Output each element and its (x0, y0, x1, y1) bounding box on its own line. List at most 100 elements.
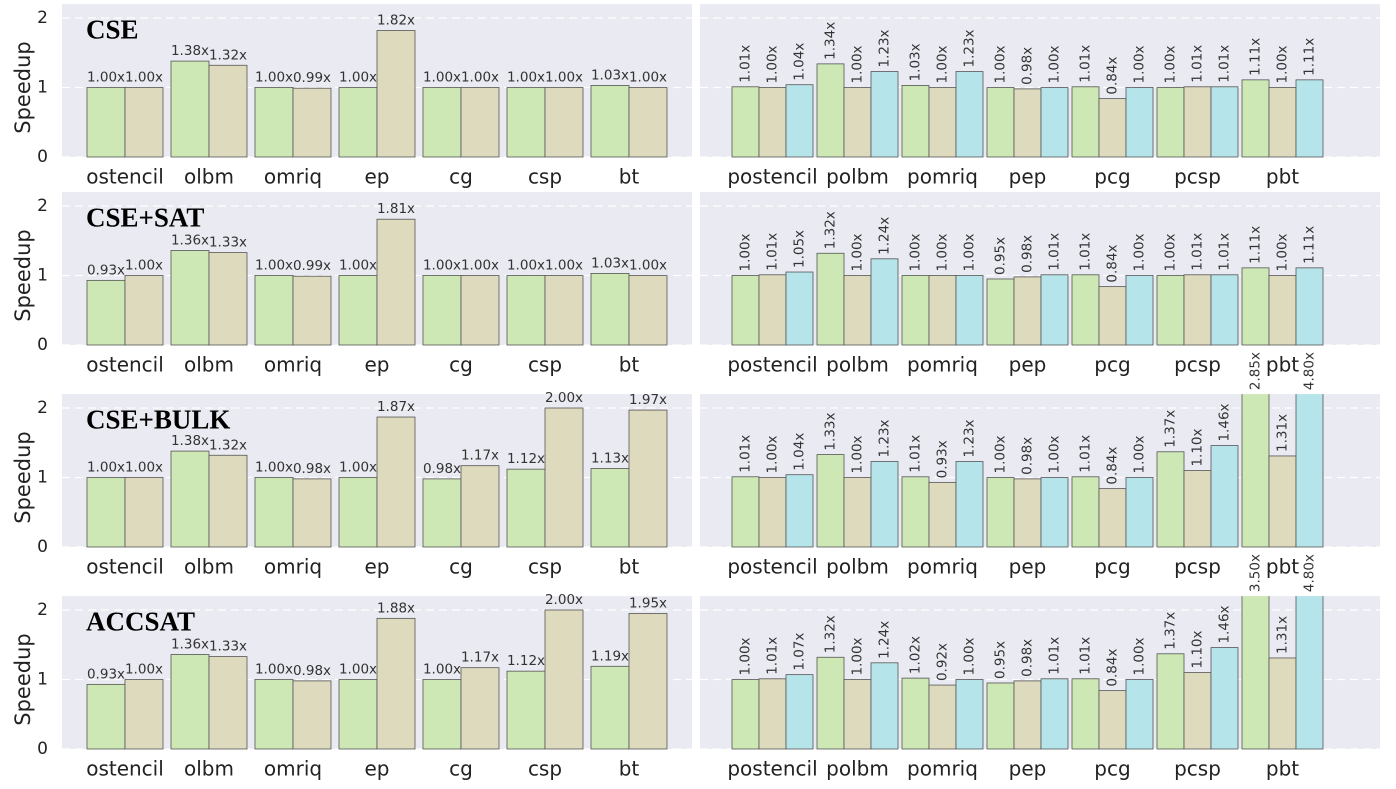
bar (785, 674, 814, 750)
bar (1071, 678, 1100, 750)
value-label: 1.97x (629, 392, 667, 408)
value-label: 1.34x (823, 22, 839, 60)
bar (1125, 275, 1154, 346)
value-label: 1.00x (962, 637, 978, 675)
bars (86, 218, 668, 346)
y-tick-label: 0 (37, 537, 48, 557)
subplot: postencil 1.00x 1.01x 1.05x polbm 1.32x 1.00x 1… (700, 192, 1380, 377)
value-label: 1.00x (545, 70, 583, 86)
bar (731, 476, 760, 548)
bar (460, 465, 500, 548)
y-axis-label: Speedup (11, 633, 35, 725)
value-label: 0.99x (293, 70, 331, 86)
value-label: 1.00x (993, 45, 1009, 83)
bar (1268, 657, 1297, 750)
x-tick-label: polbm (826, 757, 889, 781)
x-tick-label: pcsp (1174, 757, 1221, 781)
value-label: 1.05x (792, 230, 808, 268)
x-tick-label: postencil (727, 353, 817, 377)
bar (901, 275, 930, 346)
value-label: 1.32x (209, 437, 247, 453)
value-label: 1.00x (993, 435, 1009, 473)
value-label: 1.23x (877, 29, 893, 67)
value-label: 1.00x (1047, 45, 1063, 83)
value-label: 1.01x (1190, 45, 1206, 83)
bar (1013, 680, 1042, 750)
value-label: 1.00x (629, 70, 667, 86)
bar (506, 468, 546, 548)
value-label: 1.00x (850, 435, 866, 473)
bar (986, 477, 1015, 548)
bar (1210, 647, 1239, 750)
bar (628, 87, 668, 158)
x-tick-label: pbt (1266, 757, 1299, 781)
value-label: 1.00x (423, 70, 461, 86)
bar (870, 258, 899, 346)
bar (1040, 87, 1069, 158)
value-label: 0.95x (993, 641, 1009, 679)
subplot: postencil 1.01x 1.00x 1.04x polbm 1.34x 1.00x 1… (700, 4, 1380, 189)
bar (422, 679, 462, 750)
value-label: 0.95x (993, 237, 1009, 275)
bar (1071, 476, 1100, 548)
value-label: 3.50x (1248, 554, 1264, 592)
value-label: 1.00x (423, 662, 461, 678)
bar (1125, 87, 1154, 158)
bar (986, 87, 1015, 158)
x-tick-label: polbm (826, 165, 889, 189)
value-label: 1.00x (850, 233, 866, 271)
bar (1295, 394, 1324, 548)
value-label: 1.01x (765, 637, 781, 675)
x-tick-label: pbt (1266, 353, 1299, 377)
value-label: 1.00x (962, 233, 978, 271)
bar (901, 85, 930, 158)
value-label: 1.00x (1163, 45, 1179, 83)
y-tick-label: 0 (37, 739, 48, 759)
bar (1013, 478, 1042, 548)
value-label: 1.01x (1047, 637, 1063, 675)
bar (1156, 451, 1185, 548)
value-label: 1.01x (738, 435, 754, 473)
x-tick-label: olbm (184, 757, 234, 781)
bar (422, 87, 462, 158)
x-tick-label: ostencil (86, 555, 164, 579)
bar (785, 474, 814, 548)
value-label: 0.84x (1105, 649, 1121, 687)
bar (254, 87, 294, 158)
x-tick-label: postencil (727, 165, 817, 189)
y-tick-label: 2 (37, 398, 48, 418)
value-label: 1.00x (125, 70, 163, 86)
x-tick-label: polbm (826, 555, 889, 579)
bar (460, 87, 500, 158)
bar (955, 71, 984, 158)
x-tick-label: olbm (184, 353, 234, 377)
value-label: 1.00x (255, 460, 293, 476)
x-tick-label: pcsp (1174, 165, 1221, 189)
value-label: 1.00x (125, 662, 163, 678)
value-label: 1.00x (850, 637, 866, 675)
x-tick-label: ostencil (86, 353, 164, 377)
value-label: 1.03x (591, 67, 629, 83)
bar (1183, 470, 1212, 548)
bar (901, 677, 930, 750)
bar (292, 680, 332, 750)
x-tick-label: ep (365, 555, 390, 579)
bar (86, 279, 126, 346)
bar (758, 477, 787, 548)
y-tick-label: 1 (37, 78, 48, 98)
bar (986, 278, 1015, 346)
bar (1098, 98, 1127, 158)
bar (1156, 87, 1185, 158)
value-label: 0.84x (1105, 57, 1121, 95)
value-label: 1.00x (545, 258, 583, 274)
value-label: 1.46x (1217, 403, 1233, 441)
value-label: 1.10x (1190, 428, 1206, 466)
chart-title: CSE+SAT (86, 202, 204, 232)
x-tick-label: csp (528, 353, 562, 377)
bars (731, 252, 1324, 346)
value-label: 1.00x (1275, 233, 1291, 271)
value-label: 1.00x (507, 258, 545, 274)
value-label: 1.00x (339, 70, 377, 86)
